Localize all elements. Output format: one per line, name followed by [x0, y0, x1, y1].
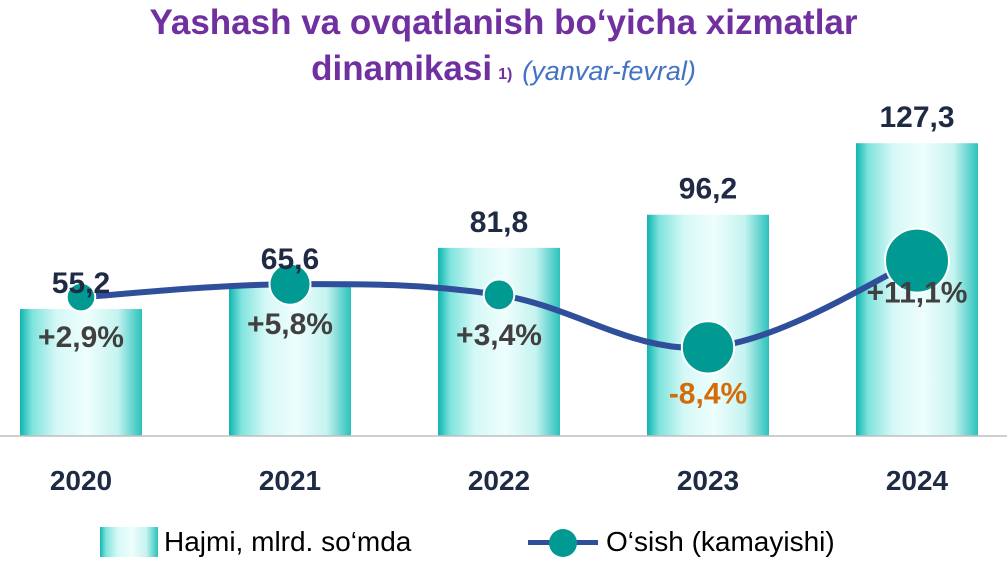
legend-label-volume: Hajmi, mlrd. so‘mda	[164, 526, 412, 557]
title-line-2: dinamikasi	[311, 49, 493, 88]
title-line-1: Yashash va ovqatlanish bo‘yicha xizmatla…	[149, 3, 858, 42]
legend-label-growth: O‘sish (kamayishi)	[606, 526, 835, 557]
bar-value-label-2021: 65,6	[261, 243, 319, 276]
x-tick-label-2020: 2020	[50, 465, 112, 496]
growth-label-2020: +2,9%	[38, 321, 124, 354]
x-tick-label-2021: 2021	[259, 465, 321, 496]
x-tick-label-2022: 2022	[468, 465, 530, 496]
growth-marker-2024	[884, 227, 950, 294]
growth-marker-2020	[65, 281, 97, 313]
bar-group	[20, 143, 978, 436]
bar-2021	[229, 285, 351, 436]
chart-subtitle: (yanvar-fevral)	[522, 56, 696, 86]
legend-line-swatch	[528, 527, 598, 557]
marker-group	[65, 227, 950, 375]
title-line-2-wrap: dinamikasi 1) (yanvar-fevral)	[0, 46, 1007, 94]
chart-title: Yashash va ovqatlanish bo‘yicha xizmatla…	[0, 0, 1007, 94]
growth-marker-2022	[482, 278, 516, 312]
x-tick-label-2023: 2023	[677, 465, 739, 496]
growth-label-2021: +5,8%	[247, 308, 333, 341]
growth-marker-2021	[268, 262, 312, 306]
legend-item-growth: O‘sish (kamayishi)	[528, 520, 835, 564]
title-footnote: 1)	[498, 66, 513, 83]
growth-marker-2023	[680, 320, 736, 375]
bar-2020	[20, 309, 142, 436]
bar-value-label-2022: 81,8	[470, 206, 528, 239]
legend-bar-swatch	[100, 527, 158, 557]
legend: Hajmi, mlrd. so‘mda O‘sish (kamayishi)	[0, 520, 1007, 564]
chart-plot: 55,2 2020 65,6 2021 81,8 2022 96,2 2023 127,3 202…	[0, 101, 1007, 496]
growth-label-2024: +11,1%	[867, 277, 968, 310]
growth-label-2023: -8,4%	[669, 377, 747, 410]
x-tick-label-2024: 2024	[886, 465, 949, 496]
bar-value-label-2020: 55,2	[52, 267, 110, 300]
bar-value-label-2024: 127,3	[879, 101, 954, 134]
bar-value-label-2023: 96,2	[679, 173, 737, 206]
legend-marker	[549, 529, 577, 557]
legend-item-volume: Hajmi, mlrd. so‘mda	[100, 520, 411, 564]
growth-label-2022: +3,4%	[456, 319, 542, 352]
label-group: 55,2 2020 65,6 2021 81,8 2022 96,2 2023 127,3 202…	[38, 101, 967, 496]
